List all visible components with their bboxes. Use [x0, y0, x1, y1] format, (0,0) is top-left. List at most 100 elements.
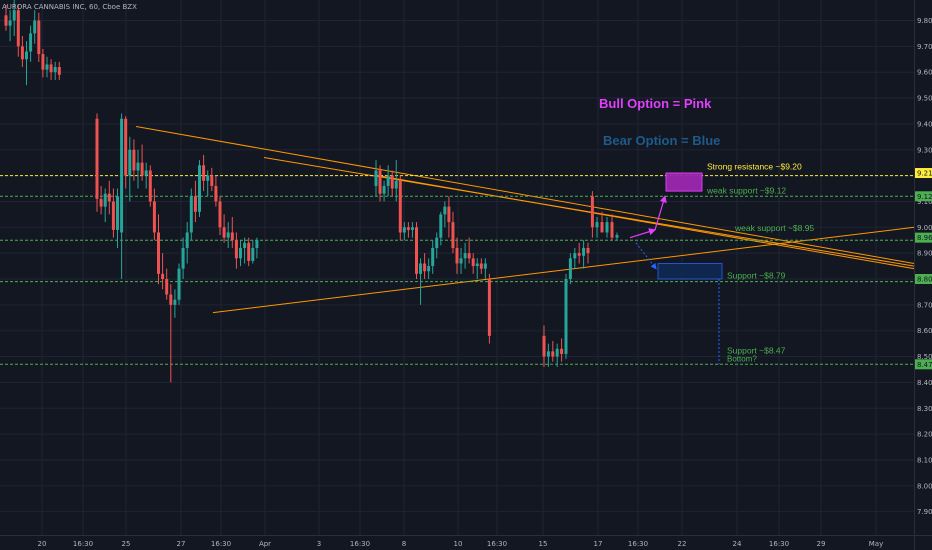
candle-body [218, 201, 222, 228]
y-tick-label: 9.00 [917, 224, 932, 232]
y-tick-label: 9.80 [917, 17, 932, 25]
candle-body [169, 294, 173, 305]
y-tick-label: 9.70 [917, 43, 932, 51]
descending-trendline [135, 125, 915, 264]
candle-body [161, 273, 165, 279]
bull-arrow [629, 228, 657, 239]
candle-body [600, 222, 604, 233]
grid [0, 0, 914, 535]
y-tick-label: 8.60 [917, 327, 932, 335]
y-tick-label: 8.30 [917, 405, 932, 413]
level-label: weak support ~$9.12 [706, 185, 786, 195]
candle-body [132, 149, 136, 171]
x-tick-label: 20 [38, 540, 47, 548]
candle-body [410, 227, 414, 230]
candle-body [222, 227, 226, 238]
candle-body [57, 67, 61, 75]
y-tick-label: 8.10 [917, 456, 932, 464]
bull-arrow-2 [654, 195, 667, 231]
candle-body [136, 162, 140, 171]
candle-body [107, 193, 111, 202]
price-badge-label: 8.80 [917, 276, 932, 284]
y-tick-label: 9.60 [917, 69, 932, 77]
candle-body [185, 232, 189, 248]
candle-body [568, 258, 572, 279]
candle-body [471, 258, 475, 267]
candle-body [546, 351, 550, 357]
descending-trendline-3 [377, 175, 915, 270]
candle-body [423, 263, 427, 272]
price-axis[interactable]: 9.809.709.609.509.409.309.209.109.008.90… [914, 0, 932, 550]
candle-body [53, 67, 57, 73]
x-tick-label: 16:30 [350, 540, 370, 548]
candle-body [226, 232, 230, 238]
candle-body [210, 175, 214, 186]
candle-body [206, 175, 210, 181]
y-tick-label: 9.50 [917, 95, 932, 103]
y-tick-label: 8.40 [917, 379, 932, 387]
candle-body [398, 180, 402, 233]
y-tick-label: 9.30 [917, 146, 932, 154]
price-badge [915, 168, 932, 179]
candle-body [255, 240, 259, 248]
price-badge [915, 359, 932, 370]
x-tick-label: 16:30 [211, 540, 231, 548]
x-tick-label: 16:30 [628, 540, 648, 548]
candle-body [173, 299, 177, 305]
level-label: Support ~$8.79 [727, 271, 786, 281]
candle-body [394, 180, 398, 189]
candle-body [390, 175, 394, 189]
candle-body [374, 170, 378, 186]
candle-body [120, 118, 124, 233]
x-tick-label: 15 [539, 540, 548, 548]
price-badge [915, 191, 932, 202]
candle-body [181, 247, 185, 269]
bear-option-box [657, 262, 723, 280]
candle-body [564, 279, 568, 354]
candle-body [467, 253, 471, 259]
ascending-trendline [212, 226, 915, 314]
y-tick-label: 8.50 [917, 353, 932, 361]
candle-body [193, 196, 197, 212]
candle-body [99, 198, 103, 207]
level-label: Support ~$8.47 [727, 345, 786, 355]
price-badge-label: 8.96 [917, 234, 932, 242]
candle-body [455, 247, 459, 264]
candle-body [451, 222, 455, 248]
candle-body [140, 162, 144, 176]
candle-body [239, 247, 242, 259]
y-tick-label: 8.70 [917, 301, 932, 309]
chart-title: AURORA CANNABIS INC, 60, Cboe BZX [2, 3, 137, 11]
candle-body [443, 206, 447, 215]
candle-body [479, 263, 483, 269]
price-badge-label: 9.21 [917, 170, 932, 178]
candle-body [542, 335, 546, 357]
candle-body [116, 196, 119, 230]
candle-body [551, 351, 555, 357]
candle-body [560, 348, 564, 354]
time-axis[interactable]: 20 16:30 25 27 16:30 Apr 3 16:30 8 10 16:30 15 17 16:… [0, 535, 932, 549]
candle-body [16, 10, 20, 47]
candle-body [595, 222, 599, 228]
candle-body [4, 15, 8, 26]
x-tick-label: 17 [594, 540, 603, 548]
candle-body [152, 201, 156, 233]
price-badge [915, 274, 932, 284]
candle-body [29, 33, 33, 52]
candle-body [111, 201, 115, 230]
level-label: weak support ~$8.95 [734, 223, 814, 233]
x-tick-label: 29 [817, 540, 826, 548]
y-tick-label: 8.00 [917, 482, 932, 490]
candles [4, 0, 619, 383]
candle-body [189, 196, 193, 233]
candle-body [487, 279, 491, 336]
candle-body [230, 232, 234, 241]
candle-body [605, 222, 609, 233]
x-tick-label: 24 [733, 540, 742, 548]
candle-body [590, 196, 594, 228]
x-tick-label: Apr [259, 540, 271, 548]
candle-body [419, 263, 423, 274]
candle-body [615, 235, 619, 238]
y-tick-label: 9.10 [917, 198, 932, 206]
